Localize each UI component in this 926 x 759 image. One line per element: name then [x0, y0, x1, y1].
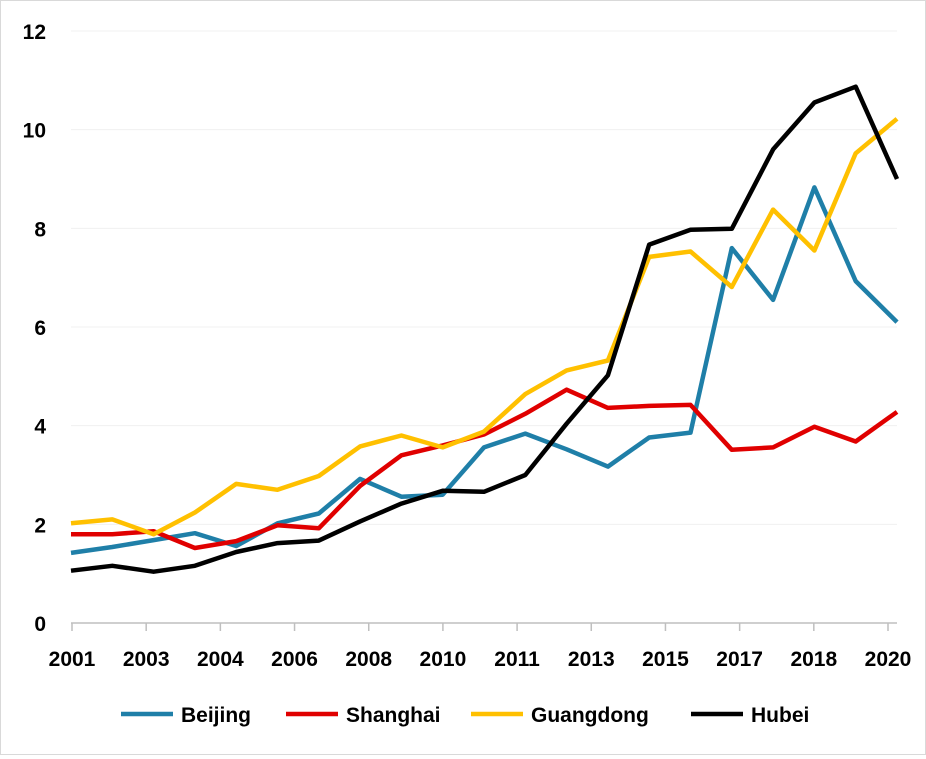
series-lines	[70, 84, 900, 574]
x-tick-label: 2018	[790, 648, 837, 671]
series-line-beijing	[70, 185, 899, 556]
legend-label: Beijing	[181, 704, 251, 727]
x-tick-label: 2006	[271, 648, 318, 671]
x-axis-ticks: 2001 2003 2004 2006 2008 2010 2011 2013 2015 2017…	[49, 623, 912, 671]
y-tick-label: 8	[34, 218, 46, 241]
x-tick-label: 2004	[197, 648, 244, 671]
legend-label: Shanghai	[346, 704, 441, 727]
series-line-hubei	[70, 84, 900, 574]
x-tick-label: 2013	[568, 648, 615, 671]
x-tick-label: 2010	[420, 648, 467, 671]
y-tick-label: 4	[34, 416, 46, 439]
x-tick-label: 2001	[49, 648, 96, 671]
legend-label: Hubei	[751, 704, 809, 727]
gridlines	[71, 30, 897, 525]
legend-label: Guangdong	[531, 704, 649, 727]
series-line-shanghai	[71, 387, 899, 551]
y-tick-label: 12	[23, 21, 46, 44]
y-tick-label: 6	[34, 317, 46, 340]
y-axis-ticks: 0 2 4 6 8 10 12	[23, 21, 47, 636]
legend: Beijing Shanghai Guangdong Hubei	[121, 704, 809, 727]
series-line-guangdong	[70, 117, 899, 537]
y-tick-label: 2	[34, 514, 46, 537]
x-tick-label: 2015	[642, 648, 689, 671]
x-tick-label: 2003	[123, 648, 170, 671]
x-tick-label: 2020	[865, 648, 912, 671]
y-tick-label: 0	[34, 613, 46, 636]
y-tick-label: 10	[23, 120, 46, 143]
x-tick-label: 2011	[494, 648, 540, 671]
x-tick-label: 2008	[345, 648, 392, 671]
x-tick-label: 2017	[716, 648, 763, 671]
